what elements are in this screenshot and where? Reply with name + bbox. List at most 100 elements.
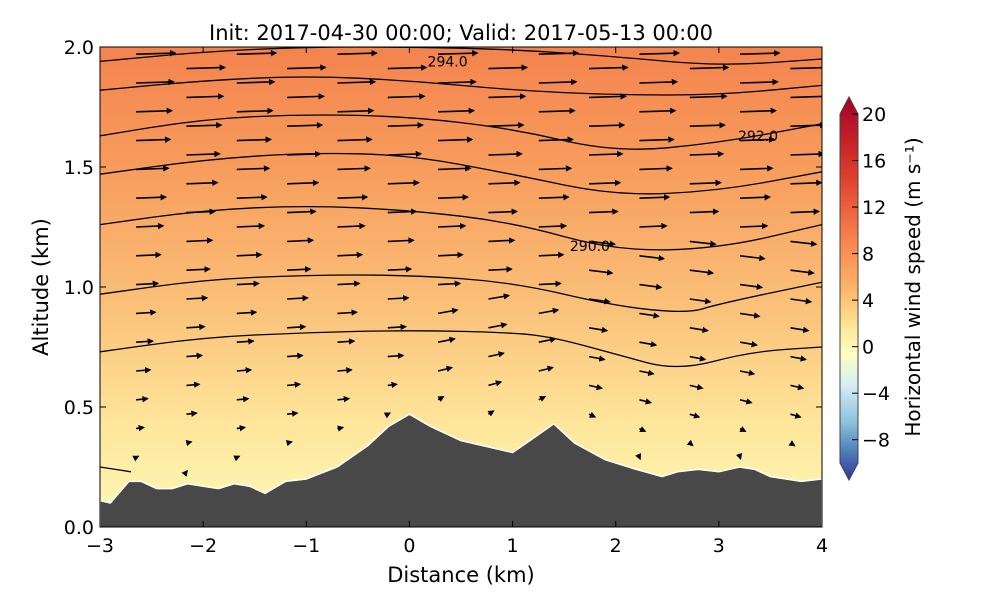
wind-arrow: [236, 165, 271, 172]
wind-arrow: [186, 122, 223, 129]
y-tick-label: 0.0: [64, 517, 94, 539]
wind-arrow: [538, 107, 576, 115]
wind-arrow: [186, 179, 219, 187]
wind-arrow: [186, 64, 227, 71]
wind-arrow: [136, 367, 152, 374]
wind-arrow: [538, 280, 562, 287]
wind-arrow: [639, 254, 666, 262]
wind-arrow: [437, 336, 456, 343]
colorbar-bar: [839, 95, 859, 482]
wind-arrow: [488, 293, 511, 300]
wind-arrow: [689, 150, 725, 158]
wind-arrow: [337, 165, 371, 172]
wind-arrow: [387, 266, 413, 273]
wind-arrow: [740, 283, 764, 290]
colorbar-label: Horizontal wind speed (m s⁻¹): [901, 137, 925, 436]
wind-arrow: [387, 64, 428, 71]
colorbar-ticks: 20 16 12 8 4 0 −4 −8: [852, 104, 890, 452]
x-axis: −3 −2 −1 0 1 2 3 4: [86, 47, 828, 557]
wind-arrow: [790, 326, 810, 334]
wind-arrow: [287, 323, 307, 331]
wind-vectors: [132, 39, 830, 477]
chart-title: Init: 2017-04-30 00:00; Valid: 2017-05-1…: [209, 21, 713, 45]
wind-arrow: [287, 294, 309, 302]
wind-arrow: [689, 64, 730, 71]
wind-arrow: [186, 266, 211, 273]
x-tick-label: −2: [189, 535, 217, 557]
wind-arrow: [538, 336, 557, 343]
wind-arrow: [236, 425, 247, 432]
x-tick-label: 1: [507, 535, 519, 557]
x-tick-label: 0: [403, 535, 415, 557]
wind-arrow: [538, 78, 578, 86]
wind-arrow: [790, 150, 822, 158]
wind-arrow: [186, 93, 225, 100]
wind-arrow: [236, 50, 278, 57]
contour-label: 292.0: [738, 129, 778, 145]
x-tick-label: 3: [713, 535, 725, 557]
wind-arrow: [387, 381, 398, 389]
wind-arrow: [538, 307, 560, 315]
wind-arrow: [337, 280, 361, 287]
wind-arrow: [337, 395, 351, 403]
x-axis-label: Distance (km): [387, 563, 535, 587]
wind-arrow: [337, 194, 369, 201]
wind-arrow: [790, 66, 822, 70]
wind-arrow: [740, 165, 774, 172]
wind-arrow: [689, 326, 709, 334]
wind-arrow: [689, 297, 712, 305]
wind-arrow: [287, 179, 320, 187]
wind-arrow: [635, 453, 642, 461]
wind-arrow: [538, 365, 554, 372]
wind-arrow: [437, 395, 445, 402]
wind-arrow: [287, 410, 299, 417]
y-tick-label: 0.5: [64, 397, 94, 419]
wind-arrow: [287, 381, 302, 388]
wind-arrow: [588, 411, 597, 418]
wind-arrow: [438, 222, 467, 230]
wind-arrow: [740, 50, 781, 57]
wind-arrow: [285, 440, 293, 447]
wind-arrow: [639, 78, 679, 86]
y-tick-label: 2.0: [64, 37, 94, 59]
x-tick-label: 4: [816, 535, 828, 557]
wind-arrow: [136, 395, 149, 403]
wind-arrow: [337, 50, 378, 57]
wind-arrow: [236, 251, 263, 259]
wind-arrow: [739, 398, 753, 405]
wind-arrow: [790, 39, 830, 40]
colorbar-tick-label: −4: [862, 383, 890, 405]
wind-arrow: [639, 222, 668, 230]
wind-arrow: [387, 93, 426, 100]
wind-arrow: [287, 266, 312, 273]
wind-arrow: [337, 338, 356, 345]
wind-arrow: [689, 383, 704, 391]
wind-arrow: [185, 439, 193, 447]
wind-arrow: [639, 194, 671, 201]
contour-line: [100, 114, 822, 150]
wind-arrow: [686, 439, 694, 447]
wind-arrow: [588, 297, 611, 305]
wind-arrow: [689, 240, 717, 247]
wind-arrow: [739, 369, 756, 376]
wind-arrow: [337, 107, 375, 115]
wind-arrow: [790, 297, 813, 305]
wind-arrow: [538, 222, 568, 230]
wind-arrow: [589, 269, 614, 276]
wind-arrow: [136, 165, 170, 172]
wind-arrow: [337, 251, 364, 259]
wind-arrow: [488, 266, 513, 273]
wind-arrow: [387, 122, 424, 129]
wind-arrow: [487, 410, 495, 417]
wind-arrow: [639, 312, 660, 319]
wind-arrow: [689, 93, 728, 100]
wind-arrow: [740, 254, 766, 262]
y-axis-label: Altitude (km): [29, 218, 53, 356]
wind-arrow: [538, 194, 570, 201]
wind-arrow: [387, 323, 407, 331]
wind-arrow: [236, 280, 260, 287]
wind-arrow: [589, 208, 619, 215]
wind-arrow: [132, 455, 140, 462]
wind-arrow: [588, 326, 609, 334]
